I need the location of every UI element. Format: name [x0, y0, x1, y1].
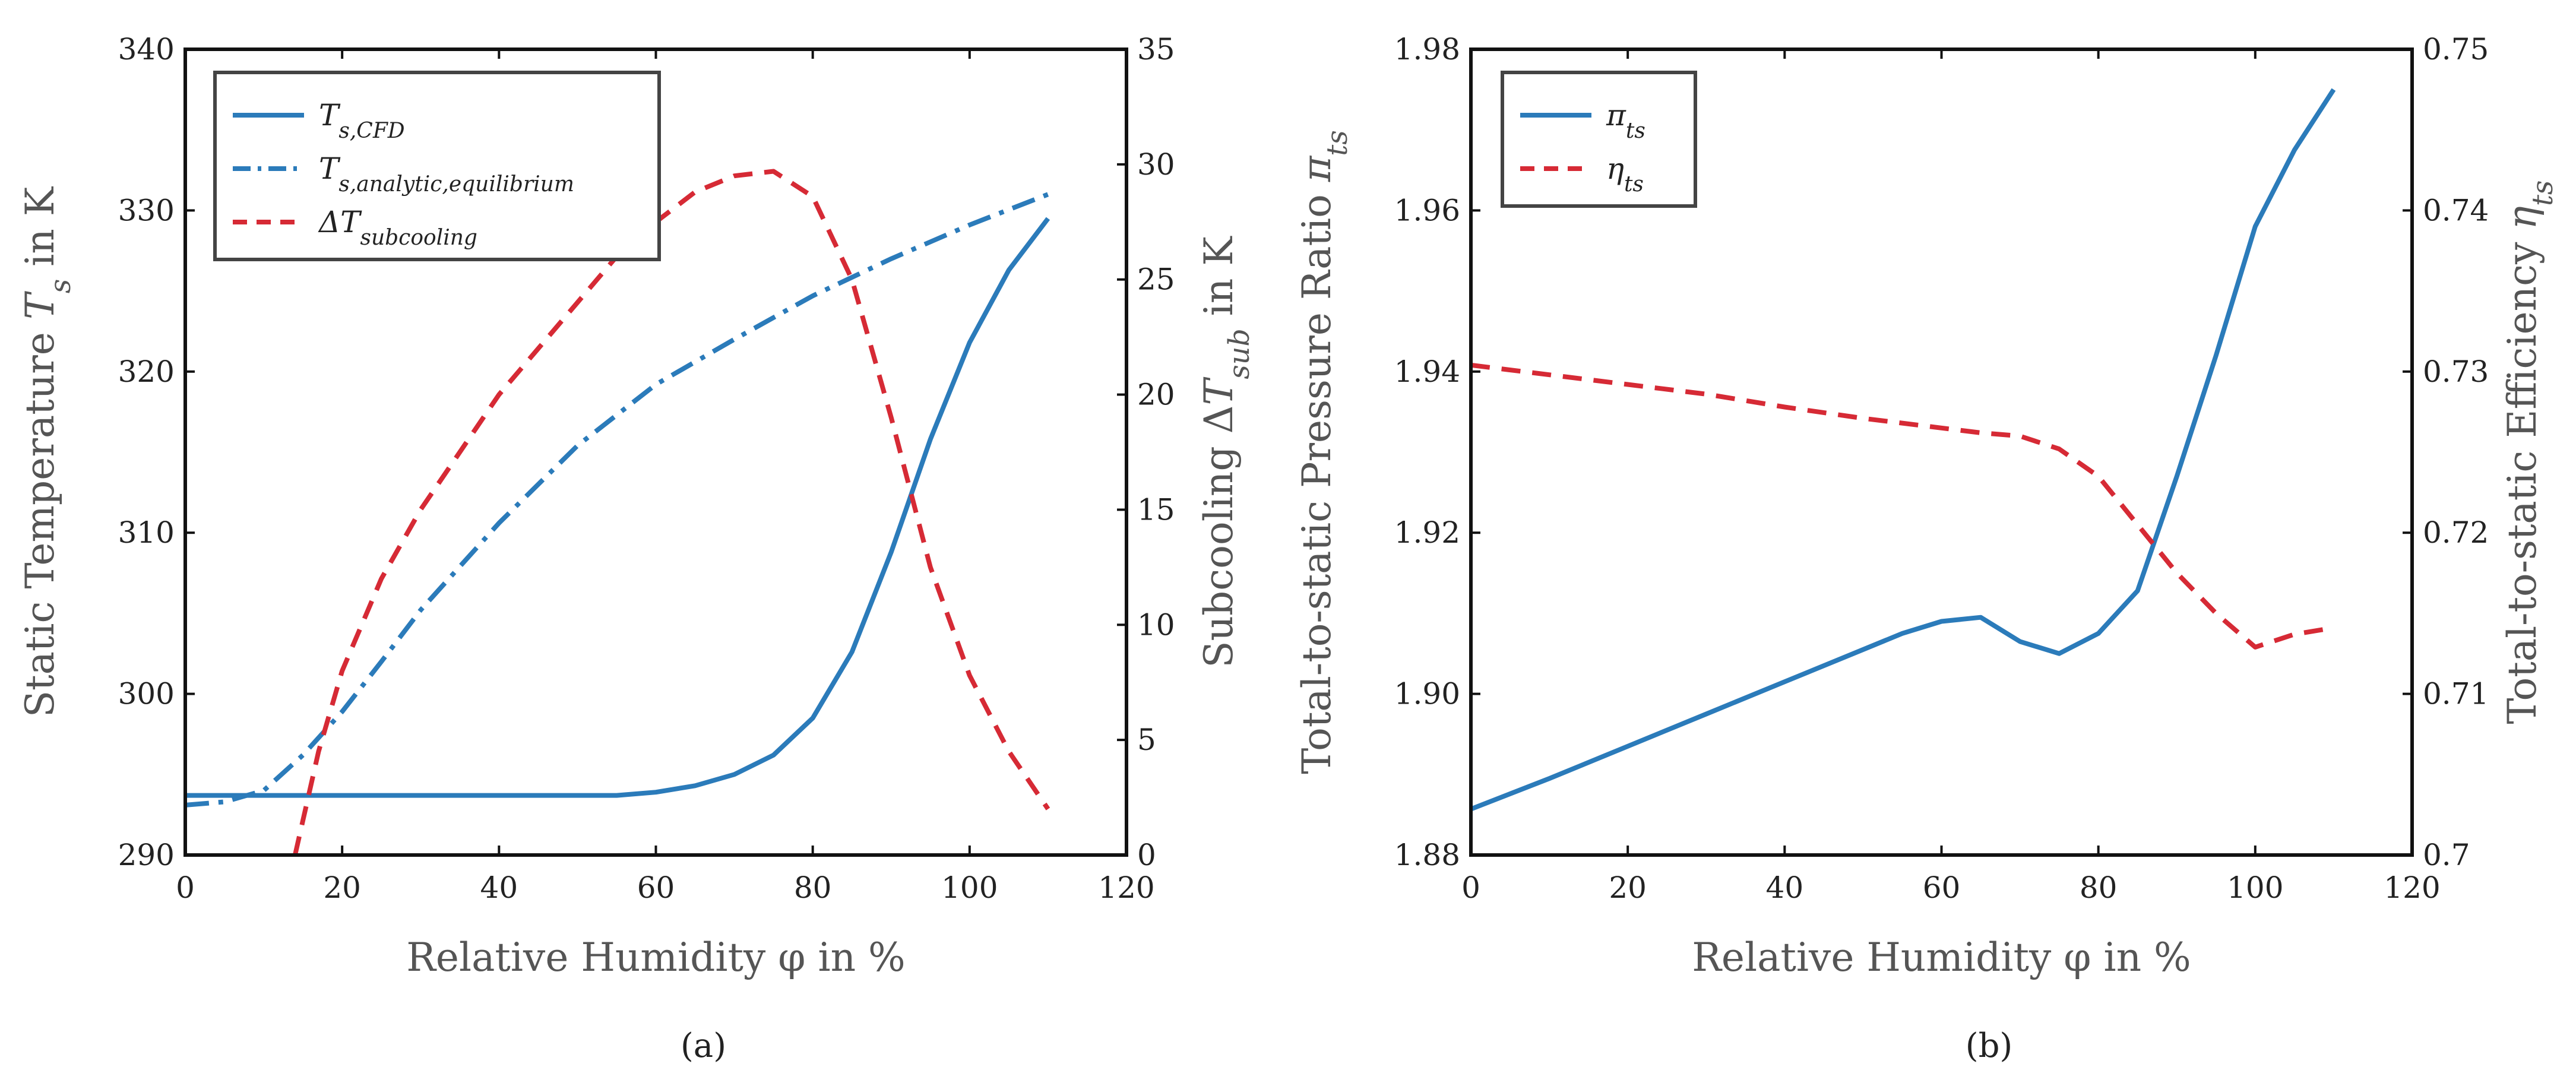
y2-tick-label: 25: [1137, 262, 1175, 297]
x-tick-label: 40: [1766, 870, 1804, 905]
series-line-2: [292, 169, 1050, 855]
y-tick-label: 1.90: [1394, 677, 1460, 711]
y2-axis-title: Subcooling ΔTsub in K: [1196, 236, 1256, 668]
y-tick-label: 1.94: [1394, 354, 1460, 389]
y2-tick-label: 0.74: [2423, 193, 2489, 227]
x-tick-label: 120: [2384, 870, 2440, 905]
legend-label: πts: [1606, 98, 1645, 143]
y2-tick-label: 0.7: [2423, 838, 2470, 872]
legend-label: ηts: [1606, 151, 1644, 197]
y2-tick-label: 0.75: [2423, 32, 2489, 67]
y2-tick-label: 0.73: [2423, 354, 2489, 389]
y-tick-label: 330: [118, 193, 175, 227]
y2-tick-label: 10: [1137, 607, 1175, 642]
panel-caption: (a): [681, 1027, 726, 1065]
x-tick-label: 60: [1923, 870, 1961, 905]
y-tick-label: 340: [118, 32, 175, 67]
panel-caption: (b): [1966, 1027, 2013, 1065]
x-tick-label: 0: [176, 870, 195, 905]
legend-label: Ts,analytic,equilibrium: [319, 151, 574, 197]
x-tick-label: 80: [794, 870, 832, 905]
x-tick-label: 20: [1609, 870, 1647, 905]
series-line-0: [185, 217, 1050, 798]
y-tick-label: 1.92: [1394, 515, 1460, 550]
y2-tick-label: 0.72: [2423, 515, 2489, 550]
x-tick-label: 100: [941, 870, 998, 905]
y-tick-label: 1.96: [1394, 193, 1460, 227]
y-tick-label: 300: [118, 677, 175, 711]
legend-label: Ts,CFD: [319, 98, 405, 143]
legend: πts ηts: [1501, 71, 1697, 208]
y2-tick-label: 20: [1137, 378, 1175, 412]
plot-frame: [183, 48, 1128, 857]
series-line-1: [185, 192, 1049, 808]
y-tick-label: 1.98: [1394, 32, 1460, 67]
y2-tick-label: 5: [1137, 723, 1156, 757]
y2-axis-title: Total-to-static Efficiency ηts: [2499, 181, 2559, 724]
plot-frame: [1469, 48, 2414, 857]
y2-tick-label: 0: [1137, 838, 1156, 872]
x-tick-label: 80: [2080, 870, 2118, 905]
series-line-0: [1471, 88, 2336, 812]
y-tick-label: 1.88: [1394, 838, 1460, 872]
y2-tick-label: 30: [1137, 147, 1175, 182]
legend-box: [1501, 71, 1697, 208]
y2-tick-label: 0.71: [2423, 677, 2489, 711]
chart-panel-a: 0 20 40 60 80 100 120 290 300 310 320 330 340 0 5 10 15 2…: [17, 32, 1256, 1065]
y-axis-title: Total-to-static Pressure Ratio πts: [1294, 130, 1354, 774]
x-tick-label: 40: [480, 870, 518, 905]
x-axis-title: Relative Humidity φ in %: [406, 935, 906, 980]
x-tick-label: 120: [1098, 870, 1154, 905]
legend-box: [213, 71, 661, 261]
y-tick-label: 310: [118, 515, 175, 550]
x-tick-label: 100: [2227, 870, 2283, 905]
x-axis-title: Relative Humidity φ in %: [1692, 935, 2191, 980]
chart-panel-b: 0 20 40 60 80 100 120 1.88 1.90 1.92 1.94 1.96 1.98 0…: [1294, 32, 2559, 1065]
x-tick-label: 60: [637, 870, 675, 905]
y2-tick-label: 15: [1137, 492, 1175, 527]
x-tick-label: 20: [323, 870, 361, 905]
series-line-1: [1471, 362, 2334, 650]
legend-label: ΔTsubcooling: [318, 205, 477, 250]
y-tick-label: 290: [118, 838, 175, 872]
legend: Ts,CFD Ts,analytic,equilibrium ΔTsubcoolin…: [213, 71, 661, 261]
y2-tick-label: 35: [1137, 32, 1175, 67]
x-tick-label: 0: [1461, 870, 1480, 905]
y-axis-title: Static Temperature Ts in K: [17, 186, 77, 717]
y-tick-label: 320: [118, 354, 175, 389]
